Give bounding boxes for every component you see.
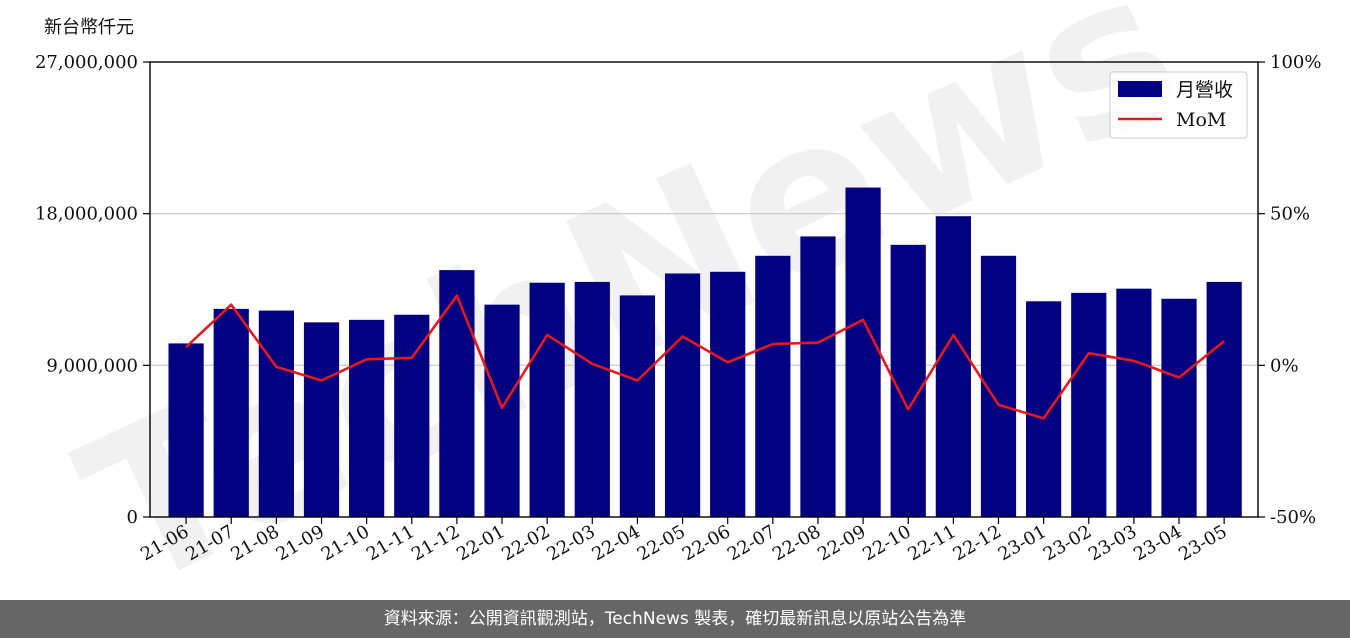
bar-22-11	[935, 216, 971, 517]
left-tick-label: 0	[127, 507, 138, 528]
x-tick-label: 22-02	[498, 521, 553, 565]
legend-label-revenue: 月營收	[1176, 79, 1233, 101]
bar-22-09	[845, 187, 881, 517]
bar-21-10	[349, 319, 385, 517]
legend-label-mom: MoM	[1176, 109, 1226, 131]
revenue-chart: TechNews 09,000,00018,000,00027,000,000-…	[35, 0, 1322, 600]
x-tick-label: 23-01	[995, 521, 1050, 565]
x-tick-label: 22-01	[453, 521, 508, 565]
mom-line	[185, 294, 1226, 420]
bar-series	[168, 187, 1242, 517]
bar-23-01	[1026, 301, 1062, 517]
bar-22-01	[484, 304, 520, 517]
plot-frame	[149, 61, 1259, 518]
bar-21-11	[394, 314, 430, 517]
bar-23-04	[1161, 298, 1197, 517]
x-tick-label: 22-03	[543, 521, 598, 565]
right-tick-label: 50%	[1270, 204, 1310, 225]
bar-23-03	[1116, 288, 1152, 517]
bar-22-02	[529, 282, 565, 517]
bar-22-10	[890, 244, 926, 517]
x-tick-label: 22-10	[859, 521, 914, 565]
bar-21-09	[303, 322, 340, 517]
mom-line-series	[185, 294, 1226, 420]
legend: 月營收 MoM	[1109, 71, 1248, 139]
bar-21-08	[258, 310, 294, 517]
left-tick-label: 18,000,000	[35, 204, 138, 225]
source-footer: 資料來源：公開資訊觀測站，TechNews 製表，確切最新訊息以原站公告為準	[0, 600, 1350, 638]
x-tick-label: 23-04	[1130, 521, 1185, 565]
x-tick-label: 22-05	[634, 521, 689, 565]
x-tick-label: 22-07	[724, 521, 779, 565]
bar-23-02	[1071, 292, 1107, 517]
x-tick-label: 22-11	[904, 521, 959, 565]
x-tick-label: 22-09	[814, 521, 869, 565]
bar-21-07	[213, 308, 249, 517]
left-tick-label: 27,000,000	[35, 52, 138, 73]
x-tick-label: 21-12	[408, 521, 463, 565]
bar-21-12	[439, 270, 475, 517]
bar-22-06	[710, 271, 746, 517]
right-tick-label: -50%	[1270, 507, 1316, 528]
x-tick-label: 22-06	[679, 521, 734, 565]
bar-23-05	[1206, 281, 1242, 517]
x-tick-label: 23-05	[1175, 521, 1230, 565]
y-axis-unit-label: 新台幣仟元	[44, 17, 134, 38]
bar-22-05	[664, 273, 701, 517]
left-tick-label: 9,000,000	[46, 355, 138, 376]
right-tick-label: 100%	[1270, 52, 1321, 73]
bar-22-08	[800, 236, 836, 517]
bar-22-03	[574, 281, 610, 517]
x-tick-label: 22-12	[950, 521, 1005, 565]
bar-21-06	[168, 343, 204, 517]
x-tick-label: 22-08	[769, 521, 824, 565]
x-tick-label: 22-04	[588, 521, 643, 565]
legend-swatch-bar	[1118, 81, 1162, 97]
x-tick-label: 23-02	[1040, 521, 1095, 565]
x-tick-label: 23-03	[1085, 521, 1140, 565]
right-tick-label: 0%	[1270, 355, 1299, 376]
bar-22-04	[619, 295, 656, 517]
bar-22-07	[755, 255, 791, 517]
